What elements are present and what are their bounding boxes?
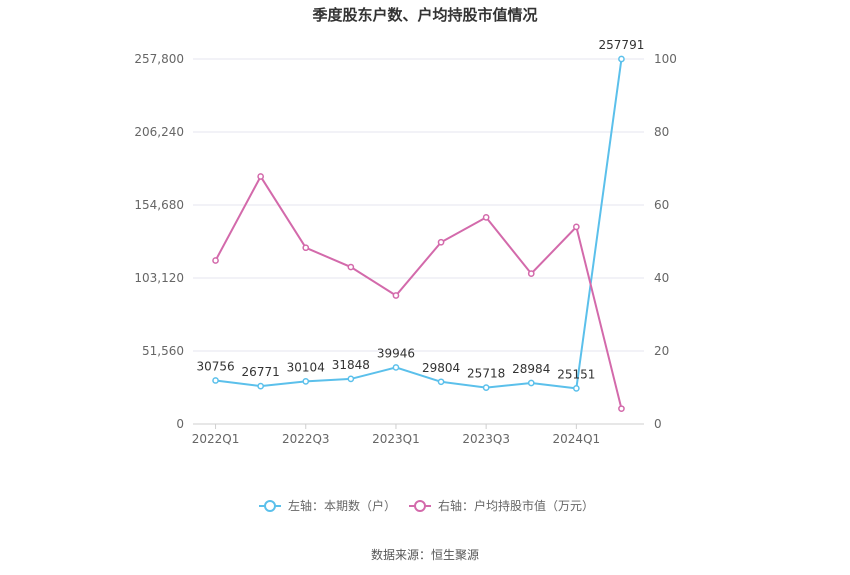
data-point[interactable] <box>573 385 580 392</box>
left-tick-label: 206,240 <box>134 125 184 139</box>
right-tick-label: 80 <box>654 125 669 139</box>
data-point[interactable] <box>257 382 264 390</box>
data-point[interactable] <box>437 378 445 386</box>
data-point[interactable] <box>527 379 535 387</box>
x-axis: 2022Q1 2022Q3 2023Q1 2023Q3 2024Q1 <box>192 424 600 446</box>
data-label: 28984 <box>512 362 550 376</box>
data-point[interactable] <box>437 238 445 246</box>
series-group: 30756 26771 30104 31848 39946 29804 25718 28984… <box>196 38 645 413</box>
data-point[interactable] <box>302 378 310 385</box>
data-point[interactable] <box>347 375 355 383</box>
data-label: 25718 <box>467 367 505 381</box>
legend[interactable]: 左轴：本期数（户） 右轴：户均持股市值（万元） <box>259 498 594 513</box>
data-point[interactable] <box>573 223 580 231</box>
data-label: 31848 <box>332 358 370 372</box>
data-label: 39946 <box>377 346 415 360</box>
data-point[interactable] <box>302 244 310 252</box>
legend-marker <box>264 500 276 512</box>
x-tick-label: 2023Q3 <box>462 432 510 446</box>
right-tick-label: 40 <box>654 271 669 285</box>
left-tick-label: 51,560 <box>142 344 184 358</box>
legend-label: 右轴：户均持股市值（万元） <box>438 498 594 513</box>
data-point[interactable] <box>257 173 264 180</box>
data-label: 30104 <box>287 360 325 374</box>
right-tick-label: 0 <box>654 417 662 431</box>
data-label: 257791 <box>599 38 645 52</box>
legend-marker <box>414 500 426 512</box>
data-point[interactable] <box>482 384 490 391</box>
data-point[interactable] <box>482 214 490 221</box>
data-point[interactable] <box>212 257 219 264</box>
chart-title: 季度股东户数、户均持股市值情况 <box>312 6 537 24</box>
right-tick-label: 100 <box>654 52 677 66</box>
left-tick-label: 0 <box>176 417 184 431</box>
data-label: 26771 <box>242 365 280 379</box>
x-tick-label: 2023Q1 <box>372 432 420 446</box>
data-point[interactable] <box>618 405 625 413</box>
legend-item-1[interactable]: 左轴：本期数（户） <box>259 498 396 513</box>
left-tick-label: 154,680 <box>134 198 184 212</box>
right-tick-label: 20 <box>654 344 669 358</box>
left-axis: 0 51,560 103,120 154,680 206,240 257,800 <box>134 52 184 431</box>
legend-label: 左轴：本期数（户） <box>288 498 396 513</box>
data-point[interactable] <box>212 377 219 384</box>
grid <box>193 58 644 425</box>
data-point[interactable] <box>618 55 625 63</box>
left-tick-label: 257,800 <box>134 52 184 66</box>
data-point[interactable] <box>392 364 400 371</box>
series-line-1 <box>215 58 623 390</box>
left-tick-label: 103,120 <box>134 271 184 285</box>
data-label: 29804 <box>422 361 460 375</box>
x-tick-label: 2022Q1 <box>192 432 240 446</box>
series-line-2 <box>214 174 623 409</box>
data-label: 30756 <box>196 359 234 373</box>
right-axis: 0 20 40 60 80 100 <box>654 52 677 431</box>
data-point[interactable] <box>392 292 400 299</box>
data-point[interactable] <box>347 263 355 271</box>
legend-item-2[interactable]: 右轴：户均持股市值（万元） <box>409 498 594 513</box>
right-tick-label: 60 <box>654 198 669 212</box>
data-label: 25151 <box>557 367 595 381</box>
x-tick-label: 2024Q1 <box>553 432 601 446</box>
source-note: 数据来源：恒生聚源 <box>371 547 479 562</box>
data-point[interactable] <box>527 270 535 277</box>
x-tick-label: 2022Q3 <box>282 432 330 446</box>
